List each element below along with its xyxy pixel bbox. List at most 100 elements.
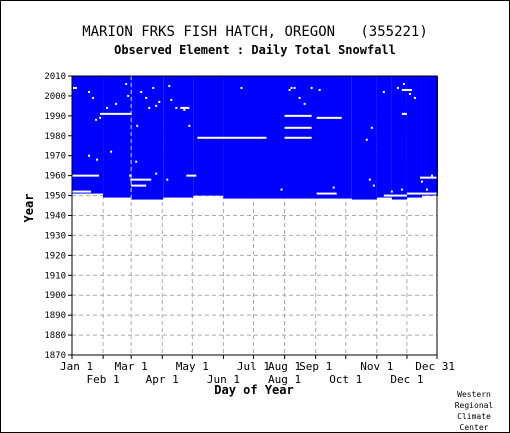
missing-dot: [148, 106, 151, 109]
missing-segment: [186, 174, 197, 177]
missing-segment: [284, 114, 312, 117]
missing-dot: [129, 174, 132, 177]
missing-dot: [110, 150, 113, 153]
missing-dot: [396, 86, 399, 89]
missing-dot: [183, 108, 186, 111]
x-tick-label: Mar 1: [115, 360, 148, 373]
missing-segment: [383, 194, 407, 197]
missing-dot: [368, 178, 371, 181]
missing-dot: [130, 178, 133, 181]
missing-segment: [131, 184, 147, 187]
missing-dot: [125, 82, 128, 85]
x-tick-label: Jan 1: [60, 360, 93, 373]
missing-dot: [106, 106, 109, 109]
x-tick-label: Apr 1: [146, 373, 179, 386]
missing-dot: [92, 96, 95, 99]
missing-dot: [290, 86, 293, 89]
credit-line: Western: [457, 390, 491, 399]
missing-dot: [155, 104, 158, 107]
data-band: [103, 76, 132, 198]
y-tick-label: 1970: [44, 152, 66, 162]
y-tick-label: 2010: [44, 72, 66, 82]
missing-dot: [88, 90, 91, 93]
missing-dot: [152, 86, 155, 89]
y-tick-label: 1940: [44, 212, 66, 222]
missing-dot: [298, 96, 301, 99]
data-band: [376, 76, 392, 198]
missing-segment: [316, 116, 342, 119]
x-tick-label: Sep 1: [299, 360, 332, 373]
y-axis-label: Year: [22, 194, 36, 223]
missing-dot: [370, 126, 373, 129]
missing-dot: [408, 92, 411, 95]
missing-segment: [284, 126, 312, 129]
chart-title: MARION FRKS FISH HATCH, OREGON (355221): [82, 24, 428, 40]
y-tick-label: 1870: [44, 351, 66, 361]
missing-segment: [284, 136, 312, 139]
missing-dot: [372, 184, 375, 187]
missing-dot: [88, 154, 91, 157]
missing-dot: [332, 186, 335, 189]
missing-dot: [140, 90, 143, 93]
missing-segment: [406, 192, 437, 195]
credit-line: Climate: [457, 412, 491, 421]
missing-segment: [197, 136, 267, 139]
missing-dot: [168, 84, 171, 87]
credit-line: Center: [459, 423, 489, 432]
missing-dot: [425, 188, 428, 191]
missing-segment: [316, 192, 337, 195]
missing-dot: [365, 138, 368, 141]
missing-dot: [135, 160, 138, 163]
missing-data-marks: [72, 82, 437, 197]
missing-dot: [430, 174, 433, 177]
missing-dot: [170, 98, 173, 101]
credit-block: Western Regional Climate Center: [444, 389, 504, 433]
missing-dot: [293, 86, 296, 89]
missing-dot: [180, 106, 183, 109]
data-band: [421, 76, 439, 196]
y-tick-label: 2000: [44, 92, 66, 102]
data-band: [351, 76, 377, 200]
data-band: [72, 76, 104, 194]
missing-dot: [127, 94, 130, 97]
data-band: [193, 76, 224, 196]
y-axis-ticks: 1870 1880 1890 1900 1910 1920 1930 1940 1950 1960…: [44, 72, 72, 361]
data-band: [131, 76, 164, 200]
missing-dot: [95, 118, 98, 121]
x-tick-label: May 1: [176, 360, 209, 373]
y-tick-label: 1920: [44, 251, 66, 261]
y-tick-label: 1880: [44, 331, 66, 341]
missing-segment: [72, 174, 100, 177]
missing-dot: [402, 82, 405, 85]
missing-segment: [401, 112, 407, 115]
missing-segment: [100, 112, 132, 115]
data-band: [163, 76, 194, 198]
data-band: [406, 76, 422, 198]
missing-segment: [72, 190, 92, 193]
x-tick-label: Oct 1: [329, 373, 362, 386]
x-tick-label: Aug 1: [268, 360, 301, 373]
missing-segment: [401, 88, 412, 91]
missing-dot: [145, 96, 148, 99]
y-tick-label: 1900: [44, 291, 66, 301]
missing-dot: [303, 102, 306, 105]
missing-dot: [115, 102, 118, 105]
x-tick-label: Jul 1: [237, 360, 270, 373]
missing-dot: [75, 86, 78, 89]
missing-dot: [288, 88, 291, 91]
missing-segment: [419, 176, 437, 179]
y-tick-label: 1990: [44, 112, 66, 122]
missing-dot: [96, 158, 99, 161]
missing-dot: [400, 188, 403, 191]
y-tick-label: 1910: [44, 271, 66, 281]
missing-dot: [166, 178, 169, 181]
y-tick-label: 1980: [44, 132, 66, 142]
x-tick-label: Aug 1: [268, 373, 301, 386]
missing-dot: [158, 100, 161, 103]
x-tick-label: Nov 1: [360, 360, 393, 373]
missing-dot: [280, 188, 283, 191]
y-tick-label: 1930: [44, 231, 66, 241]
missing-dot: [390, 190, 393, 193]
